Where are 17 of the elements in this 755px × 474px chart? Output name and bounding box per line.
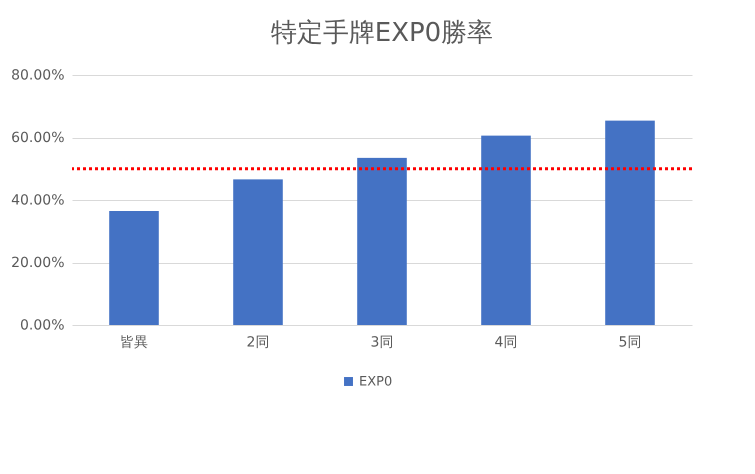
x-tick-label: 5同 — [618, 334, 642, 350]
legend-label: EXP0 — [359, 374, 392, 390]
bar — [481, 136, 531, 325]
y-tick-label: 80.00% — [11, 68, 64, 84]
x-tick-label: 3同 — [370, 334, 394, 350]
y-tick-label: 60.00% — [11, 130, 64, 146]
bar — [109, 210, 159, 325]
chart-title: 特定手牌EXP0勝率 — [270, 18, 494, 48]
y-tick-label: 0.00% — [20, 318, 64, 334]
bar — [605, 120, 655, 325]
bar — [357, 158, 407, 325]
x-tick-label: 2同 — [246, 334, 270, 350]
bar — [233, 179, 283, 325]
x-tick-label: 皆異 — [120, 334, 148, 350]
y-tick-label: 20.00% — [11, 255, 64, 271]
y-tick-label: 40.00% — [11, 192, 64, 208]
x-tick-label: 4同 — [494, 334, 518, 350]
